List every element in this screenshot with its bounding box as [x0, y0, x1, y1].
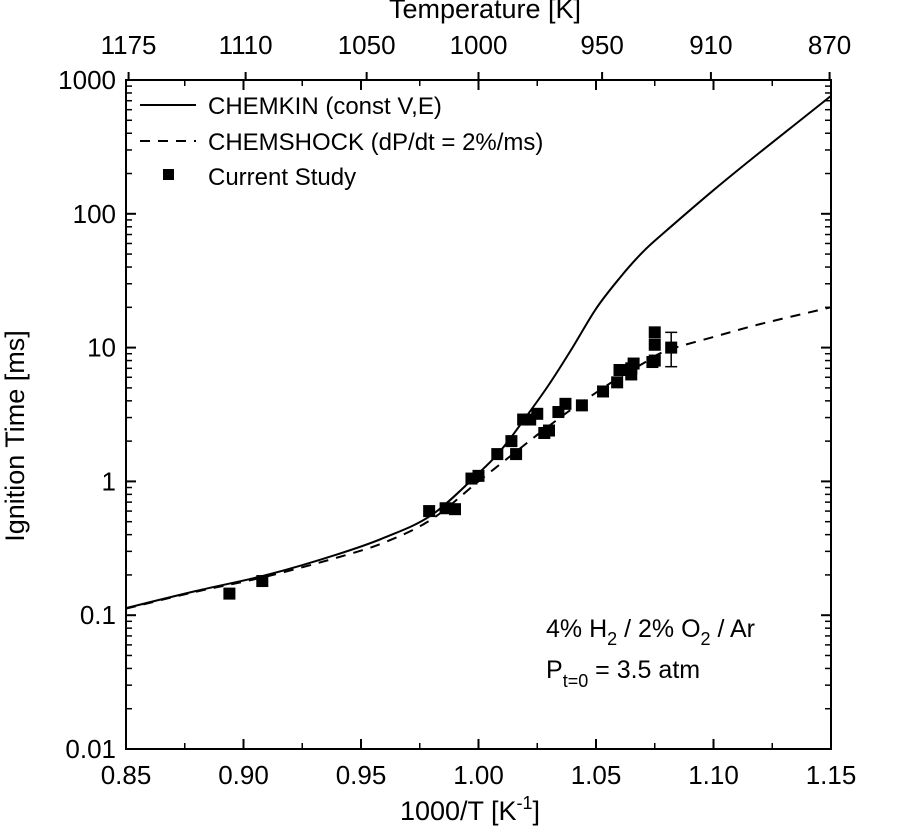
y-tick-label: 10 [87, 333, 116, 363]
data-point [575, 399, 588, 412]
data-point [627, 357, 640, 370]
data-point [543, 424, 555, 437]
top-tick-label: 870 [808, 30, 851, 60]
data-point [223, 587, 236, 600]
top-axis-title: Temperature [K] [389, 0, 581, 24]
top-temperature-axis: Temperature [K] 1175 1110 1050 1000 950 910 87… [101, 0, 851, 80]
initial-pressure: Pt=0 = 3.5 atm [546, 656, 700, 691]
y-tick-label: 0.1 [80, 600, 116, 630]
legend-label-chemshock: CHEMSHOCK (dP/dt = 2%/ms) [208, 129, 543, 156]
data-point [256, 575, 269, 588]
x-tick-label: 1.00 [453, 760, 504, 790]
plot-frame [125, 79, 832, 750]
x-tick-label: 1.05 [571, 760, 622, 790]
x-tick-label: 0.90 [218, 760, 269, 790]
top-tick-label: 910 [689, 30, 732, 60]
x-axis-title: 1000/T [K-1] [400, 793, 540, 826]
axis-ticks: 0.85 0.90 0.95 1.00 1.05 1.10 1.15 0.01 0.1 1 10 10… [58, 65, 856, 790]
top-tick-label: 1000 [450, 30, 508, 60]
data-point [648, 354, 661, 367]
chemshock-dashed-curve [125, 306, 832, 610]
legend-label-chemkin: CHEMKIN (const V,E) [208, 93, 442, 120]
x-tick-label: 0.95 [336, 760, 387, 790]
legend: CHEMKIN (const V,E) CHEMSHOCK (dP/dt = 2… [140, 93, 543, 191]
data-point [597, 385, 610, 398]
data-point [611, 376, 624, 389]
y-axis-title: Ignition Time [ms] [0, 330, 30, 542]
chemkin-solid-curve [125, 95, 832, 610]
y-tick-label: 100 [73, 199, 116, 229]
data-markers [223, 326, 678, 600]
y-tick-label: 1 [102, 466, 116, 496]
data-point [648, 326, 661, 339]
data-point [531, 407, 544, 420]
y-tick-label: 0.01 [65, 734, 116, 764]
top-tick-label: 1110 [219, 30, 273, 60]
x-tick-label: 0.85 [101, 760, 152, 790]
x-tick-label: 1.10 [688, 760, 739, 790]
data-point [472, 469, 485, 482]
data-point [505, 435, 518, 448]
data-point [449, 503, 461, 516]
top-tick-label: 950 [580, 30, 623, 60]
data-point [439, 502, 452, 515]
data-point [423, 505, 436, 518]
x-tick-label: 1.15 [806, 760, 857, 790]
mixture-annotation: 4% H2 / 2% O2 / Ar Pt=0 = 3.5 atm [546, 615, 755, 691]
mixture-composition: 4% H2 / 2% O2 / Ar [546, 615, 755, 649]
legend-label-current-study: Current Study [208, 164, 356, 191]
top-tick-label: 1175 [101, 30, 157, 60]
data-point [559, 397, 572, 410]
data-point [613, 364, 626, 377]
top-tick-label: 1050 [338, 30, 396, 60]
legend-square-marker [163, 169, 174, 180]
data-point [510, 448, 523, 461]
data-point [491, 448, 504, 461]
data-point [648, 338, 661, 351]
y-tick-label: 1000 [58, 65, 116, 95]
